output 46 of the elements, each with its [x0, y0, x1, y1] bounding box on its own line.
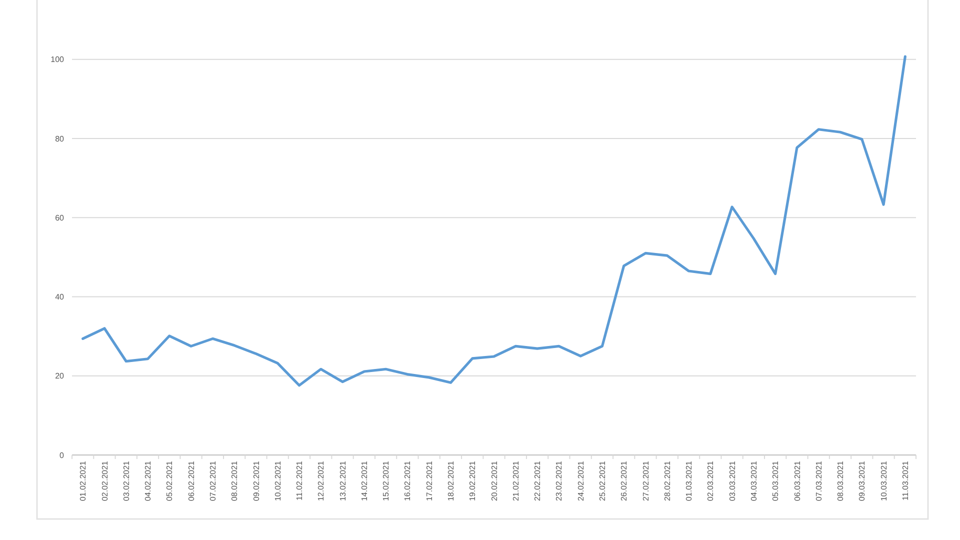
x-tick-label: 09.02.2021 — [252, 460, 261, 502]
x-tick-label: 25.02.2021 — [598, 460, 608, 502]
x-tick-label: 27.02.2021 — [641, 460, 650, 502]
x-tick-label: 12.02.2021 — [316, 460, 326, 502]
x-tick-label: 26.02.2021 — [620, 460, 629, 502]
x-tick-label: 13.02.2021 — [338, 460, 348, 502]
x-tick-label: 01.03.2021 — [684, 460, 694, 502]
x-tick-label: 28.02.2021 — [662, 460, 672, 502]
y-tick-label: 40 — [55, 292, 65, 302]
x-tick-label: 08.02.2021 — [230, 460, 240, 502]
x-tick-label: 04.02.2021 — [144, 460, 153, 502]
x-tick-label: 06.03.2021 — [792, 460, 802, 502]
x-tick-label: 15.02.2021 — [382, 460, 391, 502]
y-tick-label: 60 — [55, 213, 65, 222]
x-tick-label: 02.03.2021 — [706, 460, 716, 502]
x-tick-label: 14.02.2021 — [360, 460, 369, 502]
x-tick-label: 11.02.2021 — [295, 460, 304, 500]
x-tick-label: 05.02.2021 — [165, 460, 174, 502]
x-tick-label: 20.02.2021 — [490, 460, 499, 502]
x-tick-label: 01.02.2021 — [78, 460, 88, 502]
y-tick-label: 100 — [50, 55, 65, 64]
x-tick-label: 16.02.2021 — [403, 460, 412, 502]
x-tick-label: 22.02.2021 — [533, 460, 542, 502]
x-tick-label: 18.02.2021 — [446, 460, 456, 502]
x-tick-label: 05.03.2021 — [771, 460, 780, 502]
y-tick-label: 20 — [55, 372, 65, 381]
x-tick-label: 23.02.2021 — [554, 460, 564, 502]
x-tick-label: 07.03.2021 — [814, 460, 824, 502]
x-tick-label: 17.02.2021 — [424, 460, 434, 502]
x-tick-label: 07.02.2021 — [208, 460, 218, 502]
x-tick-label: 02.02.2021 — [100, 460, 110, 502]
x-tick-label: 09.03.2021 — [858, 460, 867, 502]
x-tick-label: 21.02.2021 — [511, 460, 520, 502]
x-tick-label: 03.03.2021 — [728, 460, 737, 502]
y-tick-label: 0 — [60, 450, 65, 460]
x-tick-label: 04.03.2021 — [749, 460, 758, 502]
x-tick-label: 10.03.2021 — [879, 460, 888, 502]
x-tick-label: 19.02.2021 — [468, 460, 478, 502]
line-series — [82, 55, 906, 387]
x-tick-label: 03.02.2021 — [122, 460, 131, 502]
x-tick-label: 08.03.2021 — [836, 460, 846, 502]
x-tick-label: 06.02.2021 — [186, 460, 196, 502]
x-tick-label: 11.03.2021 — [900, 460, 910, 500]
y-tick-label: 80 — [55, 134, 65, 144]
x-tick-label: 24.02.2021 — [576, 460, 586, 502]
x-tick-label: 10.02.2021 — [273, 460, 282, 502]
